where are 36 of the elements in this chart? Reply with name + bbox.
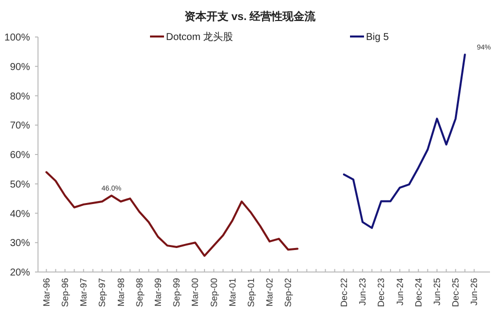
y-tick-label: 40% <box>10 208 30 220</box>
x-tick-label: Mar-99 <box>152 278 163 307</box>
x-tick-label: Dec-25 <box>450 278 461 308</box>
y-tick-label: 50% <box>10 179 30 190</box>
x-tick-label: Sep-01 <box>246 278 256 308</box>
x-tick-label: Mar-00 <box>190 278 200 307</box>
y-tick-label: 30% <box>10 238 30 250</box>
x-tick-label: Dec-23 <box>376 278 386 308</box>
x-tick-label: Jun-24 <box>394 278 405 306</box>
y-tick-label: 80% <box>10 91 30 102</box>
x-tick-label: Sep-96 <box>60 278 70 308</box>
x-tick-label: Mar-97 <box>78 278 89 307</box>
x-tick-label: Jun-26 <box>469 278 480 306</box>
legend-label: Dotcom 龙头股 <box>166 31 234 43</box>
y-tick-label: 60% <box>10 150 30 161</box>
y-tick-label: 20% <box>10 268 30 278</box>
x-tick-label: Sep-02 <box>283 278 294 308</box>
x-tick-label: Sep-99 <box>172 278 182 308</box>
legend-label: Big 5 <box>366 32 390 43</box>
x-tick-label: Sep-97 <box>97 278 108 308</box>
x-tick-label: Mar-98 <box>116 278 126 307</box>
x-tick-label: Sep-98 <box>134 278 144 308</box>
x-tick-label: Mar-01 <box>227 278 238 307</box>
x-tick-label: Mar-96 <box>41 278 52 307</box>
x-tick-label: Dec-24 <box>413 278 424 308</box>
x-tick-label: Jun-25 <box>432 278 442 306</box>
line-series <box>45 171 298 257</box>
line-series <box>342 54 466 229</box>
chart-title: 资本开支 vs. 经营性现金流 <box>184 10 317 23</box>
x-tick-label: Dec-22 <box>338 278 349 308</box>
x-tick-label: Jun-23 <box>358 278 368 306</box>
y-tick-label: 100% <box>4 32 30 44</box>
y-tick-label: 90% <box>10 62 30 73</box>
x-tick-label: Mar-02 <box>264 278 275 307</box>
y-tick-label: 70% <box>10 120 30 132</box>
x-tick-label: Sep-00 <box>208 278 219 308</box>
